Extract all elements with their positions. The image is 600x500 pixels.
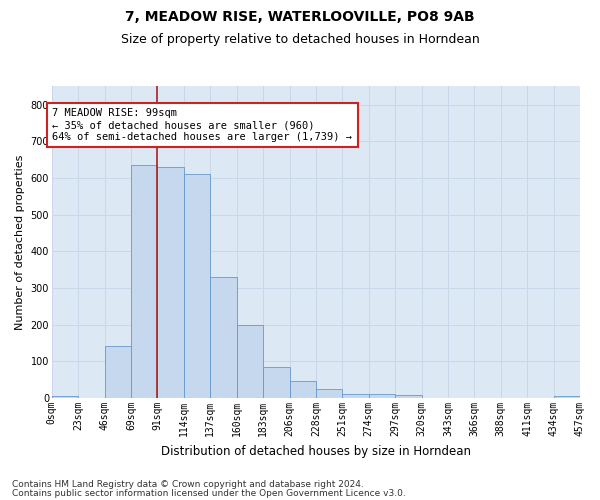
Bar xyxy=(554,396,580,398)
Text: 7 MEADOW RISE: 99sqm
← 35% of detached houses are smaller (960)
64% of semi-deta: 7 MEADOW RISE: 99sqm ← 35% of detached h… xyxy=(52,108,352,142)
Bar xyxy=(184,174,210,398)
Bar xyxy=(236,325,263,398)
X-axis label: Distribution of detached houses by size in Horndean: Distribution of detached houses by size … xyxy=(161,444,471,458)
Bar xyxy=(263,367,290,398)
Text: Size of property relative to detached houses in Horndean: Size of property relative to detached ho… xyxy=(121,32,479,46)
Bar xyxy=(131,166,157,398)
Bar xyxy=(369,394,395,398)
Bar xyxy=(290,380,316,398)
Bar xyxy=(52,396,78,398)
Text: Contains HM Land Registry data © Crown copyright and database right 2024.: Contains HM Land Registry data © Crown c… xyxy=(12,480,364,489)
Y-axis label: Number of detached properties: Number of detached properties xyxy=(15,154,25,330)
Bar xyxy=(395,395,422,398)
Bar xyxy=(343,394,369,398)
Bar xyxy=(210,277,236,398)
Bar xyxy=(157,167,184,398)
Bar xyxy=(104,346,131,398)
Text: Contains public sector information licensed under the Open Government Licence v3: Contains public sector information licen… xyxy=(12,489,406,498)
Bar xyxy=(316,389,343,398)
Text: 7, MEADOW RISE, WATERLOOVILLE, PO8 9AB: 7, MEADOW RISE, WATERLOOVILLE, PO8 9AB xyxy=(125,10,475,24)
